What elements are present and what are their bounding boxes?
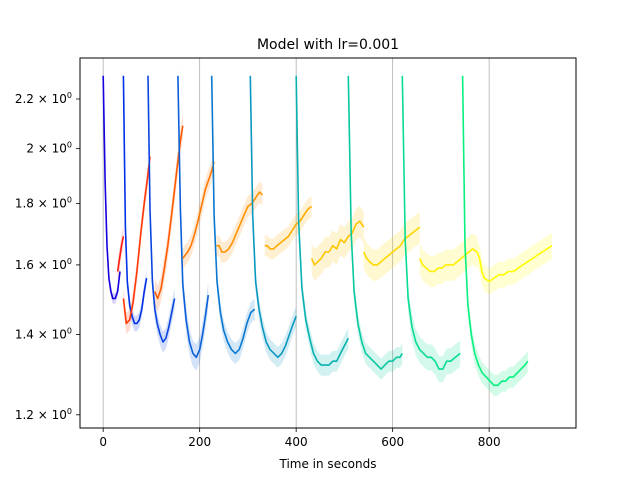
series-line-1 xyxy=(116,236,125,272)
series-line-11 xyxy=(264,205,313,250)
x-tick-label: 800 xyxy=(478,435,501,449)
series-line-3 xyxy=(122,156,151,325)
series-line-17 xyxy=(418,248,478,273)
series-band-5 xyxy=(154,112,183,312)
x-tick-label: 400 xyxy=(285,435,308,449)
series-line-7 xyxy=(182,161,215,259)
x-tick-label: 200 xyxy=(188,435,211,449)
series-line-8 xyxy=(210,75,256,355)
y-tick-label: 1.4 × 100 xyxy=(15,326,72,341)
series-line-14 xyxy=(347,75,403,370)
series-band-11 xyxy=(264,196,312,260)
series-line-9 xyxy=(216,191,263,253)
chart-title: Model with lr=0.001 xyxy=(257,37,399,53)
series-line-10 xyxy=(249,75,297,359)
x-tick-label: 0 xyxy=(99,435,107,449)
y-tick-label: 2.2 × 100 xyxy=(15,91,72,106)
series-line-4 xyxy=(147,75,176,343)
series-band-10 xyxy=(250,65,297,368)
series-line-0 xyxy=(102,75,121,300)
series-bands xyxy=(103,62,552,396)
series-line-16 xyxy=(401,75,461,370)
series-band-12 xyxy=(296,65,349,376)
series-band-18 xyxy=(462,65,528,396)
series-lines xyxy=(102,75,553,387)
plot-frame xyxy=(79,57,577,429)
y-axis: 1.2 × 100 1.4 × 100 1.6 × 100 1.8 × 100 2 × … xyxy=(15,91,80,422)
series-band-14 xyxy=(348,65,403,380)
series-line-19 xyxy=(476,245,553,283)
series-line-13 xyxy=(310,220,365,266)
series-band-7 xyxy=(182,151,215,269)
series-line-12 xyxy=(295,75,350,366)
series-line-6 xyxy=(177,75,210,359)
x-axis-label: Time in seconds xyxy=(279,457,377,471)
y-tick-label: 1.8 × 100 xyxy=(15,196,72,211)
x-axis: 0 200 400 600 800 xyxy=(99,428,501,449)
series-band-17 xyxy=(419,233,478,288)
series-line-2 xyxy=(122,75,148,325)
series-line-18 xyxy=(461,75,529,387)
series-band-19 xyxy=(477,232,552,295)
x-tick-label: 600 xyxy=(381,435,404,449)
y-tick-label: 2 × 100 xyxy=(26,141,72,156)
series-band-16 xyxy=(402,62,461,383)
y-tick-label: 1.6 × 100 xyxy=(15,257,72,272)
series-line-15 xyxy=(362,226,421,266)
y-tick-label: 1.2 × 100 xyxy=(15,407,72,422)
series-band-9 xyxy=(216,181,263,263)
